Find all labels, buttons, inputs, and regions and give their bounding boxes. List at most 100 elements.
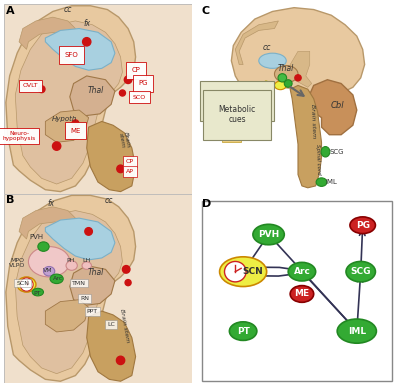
Polygon shape [45, 29, 115, 70]
Ellipse shape [38, 242, 49, 251]
Polygon shape [19, 17, 76, 50]
Text: Thal: Thal [278, 64, 294, 73]
Circle shape [278, 74, 287, 82]
Polygon shape [235, 21, 278, 65]
Polygon shape [19, 207, 76, 239]
Polygon shape [290, 86, 322, 188]
Ellipse shape [66, 261, 77, 270]
Text: TMN: TMN [72, 281, 86, 286]
Text: PVH: PVH [29, 234, 43, 240]
Ellipse shape [17, 277, 36, 292]
Ellipse shape [210, 82, 230, 96]
Text: Arc: Arc [52, 276, 63, 281]
Ellipse shape [229, 322, 257, 341]
Ellipse shape [337, 319, 376, 343]
Ellipse shape [50, 274, 63, 284]
Text: Brain stem: Brain stem [119, 308, 130, 342]
Circle shape [116, 356, 125, 365]
Circle shape [82, 38, 91, 46]
Polygon shape [308, 80, 357, 135]
Text: Spinal cord: Spinal cord [314, 144, 321, 175]
Circle shape [284, 80, 292, 87]
Text: cc: cc [105, 196, 114, 205]
Text: ME: ME [294, 289, 310, 298]
Circle shape [52, 142, 61, 150]
Bar [222, 135, 241, 142]
Polygon shape [70, 265, 115, 305]
Text: B: B [6, 195, 14, 205]
Text: MPO: MPO [10, 258, 24, 263]
Text: SCN: SCN [242, 267, 263, 276]
Text: C: C [202, 6, 210, 16]
Circle shape [120, 90, 126, 96]
Circle shape [215, 84, 224, 94]
Ellipse shape [253, 224, 284, 245]
Bar [222, 129, 241, 135]
Text: PT: PT [237, 327, 250, 336]
Ellipse shape [28, 247, 70, 277]
Text: SCG: SCG [350, 267, 371, 276]
FancyBboxPatch shape [4, 4, 192, 194]
Text: Brain
stem: Brain stem [118, 131, 131, 149]
Text: AP: AP [126, 169, 134, 174]
Text: Cbl: Cbl [330, 101, 344, 110]
Polygon shape [45, 218, 115, 260]
Circle shape [122, 265, 130, 273]
Polygon shape [15, 211, 122, 374]
Ellipse shape [259, 53, 286, 68]
Text: Photic cues: Photic cues [216, 96, 259, 105]
Text: RN: RN [80, 296, 89, 301]
Text: PG: PG [138, 80, 148, 86]
Polygon shape [6, 6, 136, 192]
Circle shape [85, 228, 92, 235]
Circle shape [124, 76, 132, 84]
Ellipse shape [288, 262, 316, 281]
Text: IML: IML [348, 327, 366, 336]
Ellipse shape [44, 267, 55, 276]
Text: fx: fx [48, 199, 54, 208]
Circle shape [295, 75, 301, 81]
Text: Brain stem: Brain stem [310, 104, 316, 139]
Ellipse shape [316, 178, 327, 187]
Circle shape [72, 120, 79, 127]
Text: PT: PT [33, 291, 41, 296]
Text: fx: fx [83, 19, 90, 28]
Polygon shape [231, 8, 365, 95]
Polygon shape [6, 195, 136, 381]
Ellipse shape [321, 147, 330, 157]
Circle shape [218, 87, 223, 91]
Ellipse shape [346, 262, 376, 282]
Ellipse shape [220, 257, 267, 286]
Text: VLPO: VLPO [9, 264, 25, 269]
Polygon shape [290, 51, 312, 87]
Text: PH: PH [66, 258, 75, 263]
Text: LC: LC [107, 322, 115, 327]
Ellipse shape [274, 65, 298, 82]
Text: Thal: Thal [88, 268, 104, 277]
Text: LH: LH [82, 258, 91, 263]
Circle shape [117, 165, 124, 173]
Circle shape [224, 262, 246, 282]
Text: A: A [6, 6, 14, 16]
Text: CP: CP [126, 159, 134, 164]
Polygon shape [15, 21, 122, 184]
Text: PVH: PVH [258, 230, 279, 239]
Ellipse shape [290, 286, 314, 302]
Text: Neuro-
hypophysis: Neuro- hypophysis [2, 130, 36, 141]
Text: Arc: Arc [294, 267, 310, 276]
Polygon shape [87, 311, 136, 381]
Text: IML: IML [326, 179, 337, 185]
Text: PG: PG [356, 221, 370, 230]
Text: D: D [202, 199, 211, 209]
Text: cc: cc [64, 5, 72, 14]
Text: CP: CP [131, 67, 140, 73]
Ellipse shape [274, 81, 286, 90]
Text: SFO: SFO [65, 52, 78, 58]
Text: Hypoth: Hypoth [52, 116, 77, 122]
Ellipse shape [32, 288, 44, 296]
Text: SCO: SCO [133, 95, 146, 100]
Ellipse shape [82, 262, 92, 269]
Ellipse shape [350, 217, 376, 234]
FancyBboxPatch shape [4, 194, 192, 383]
Text: VM: VM [43, 268, 53, 273]
